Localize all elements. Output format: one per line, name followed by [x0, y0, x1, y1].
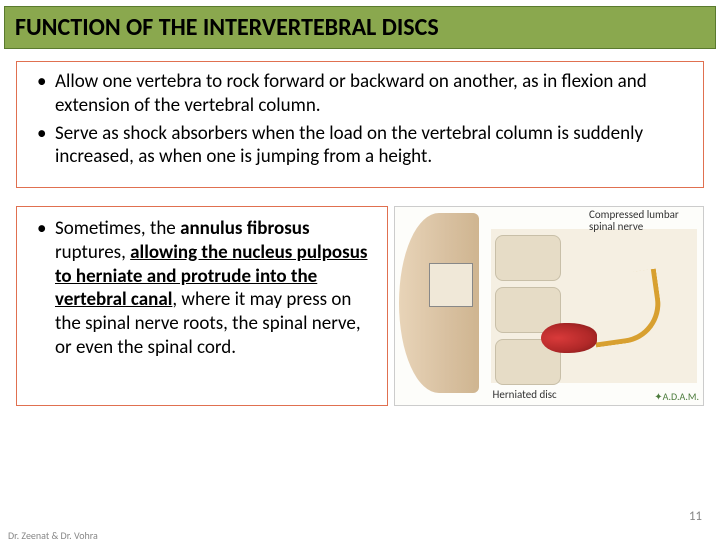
- content-row-bottom: Sometimes, the annulus fibrosus ruptures…: [16, 206, 704, 406]
- content-box-bottom: Sometimes, the annulus fibrosus ruptures…: [16, 206, 388, 406]
- text-fragment: ruptures,: [55, 241, 130, 264]
- figure-zoom-box: [429, 263, 473, 307]
- content-box-top: Allow one vertebra to rock forward or ba…: [16, 61, 704, 188]
- text-bold: annulus fibrosus: [180, 217, 310, 240]
- title-bar: FUNCTION OF THE INTERVERTEBRAL DISCS: [4, 6, 716, 49]
- bullet-item: Serve as shock absorbers when the load o…: [29, 122, 691, 170]
- anatomy-figure: Compressed lumbar spinal nerve Herniated…: [394, 206, 704, 406]
- bullet-item: Sometimes, the annulus fibrosus ruptures…: [29, 217, 379, 360]
- bullet-item: Allow one vertebra to rock forward or ba…: [29, 70, 691, 118]
- figure-detail-panel: [491, 229, 697, 383]
- figure-vertebra: [495, 235, 561, 281]
- footer-credit: Dr. Zeenat & Dr. Vohra: [8, 529, 98, 542]
- text-fragment: Sometimes, the: [55, 217, 180, 240]
- figure-nerve: [586, 268, 665, 347]
- page-number: 11: [689, 509, 702, 524]
- figure-credit: ✦A.D.A.M.: [654, 390, 699, 403]
- figure-herniated-disc: [541, 323, 597, 353]
- figure-label-top: Compressed lumbar spinal nerve: [589, 209, 699, 233]
- figure-label-bottom: Herniated disc: [493, 389, 557, 401]
- slide-title: FUNCTION OF THE INTERVERTEBRAL DISCS: [15, 13, 705, 42]
